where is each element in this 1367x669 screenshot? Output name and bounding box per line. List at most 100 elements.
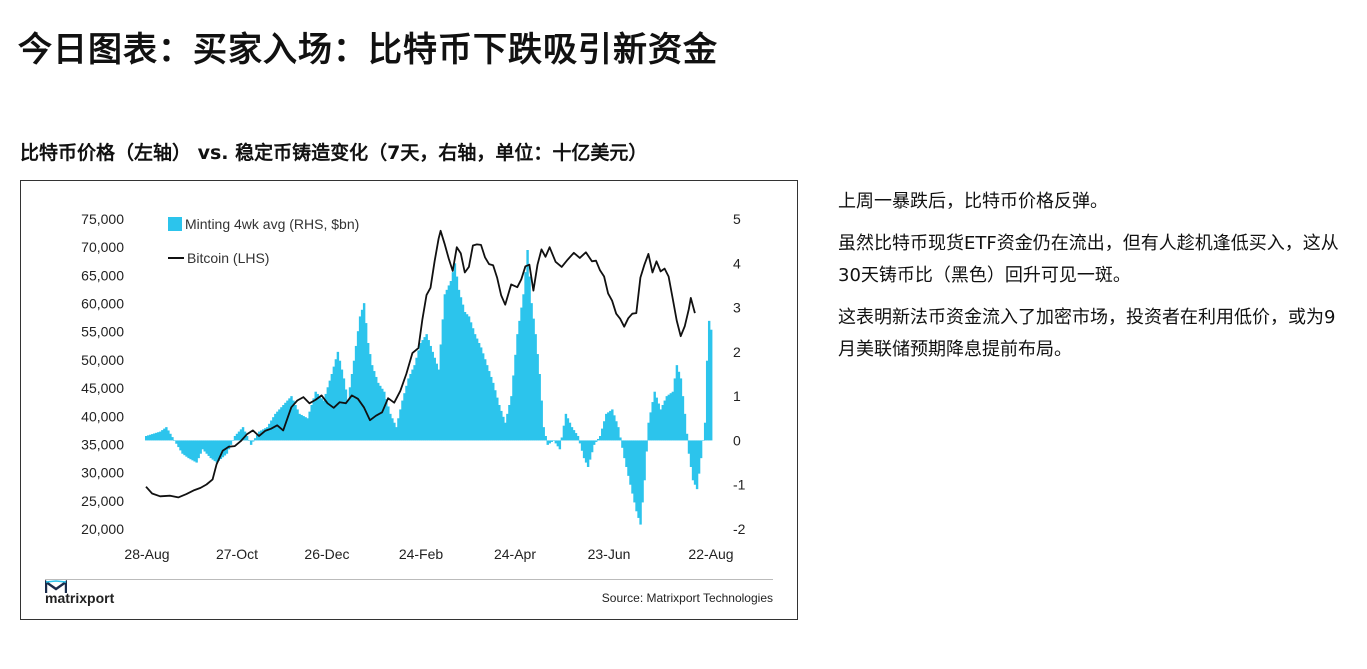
minting-bar (175, 440, 178, 444)
minting-bar (155, 432, 158, 441)
minting-bar (627, 440, 630, 476)
minting-bar (320, 398, 323, 441)
chart-footer: matrixport Source: Matrixport Technologi… (45, 579, 773, 616)
minting-bar (389, 413, 392, 441)
minting-bar (328, 380, 332, 441)
minting-bar (558, 440, 562, 450)
minting-bar (572, 430, 576, 441)
minting-bar (709, 329, 713, 441)
minting-bar (639, 440, 642, 525)
minting-bar (697, 440, 701, 474)
minting-bar (552, 440, 556, 441)
minting-bar (667, 394, 671, 441)
minting-bar (241, 427, 245, 441)
minting-bar (217, 440, 221, 461)
minting-bar (502, 416, 505, 441)
minting-bar (427, 340, 430, 441)
minting-bar (193, 440, 196, 462)
brand-name: matrixport (45, 590, 115, 606)
minting-bar (590, 440, 594, 453)
left-tick-label: 75,000 (81, 211, 124, 227)
minting-bar (588, 440, 592, 460)
minting-bar (496, 397, 499, 441)
minting-bar (609, 410, 612, 441)
minting-bar (229, 440, 233, 445)
minting-bar (447, 285, 451, 441)
minting-bar (316, 393, 319, 441)
minting-bar (522, 294, 525, 441)
minting-bar (512, 375, 515, 441)
minting-bar (506, 413, 509, 441)
minting-bar (362, 303, 366, 441)
page-title: 今日图表：买家入场：比特币下跌吸引新资金 (18, 30, 718, 70)
minting-bar (304, 417, 307, 441)
minting-bar (356, 331, 360, 441)
minting-bar (477, 343, 481, 441)
left-tick-label: 40,000 (81, 408, 124, 424)
minting-bar (417, 350, 420, 441)
minting-bar (344, 389, 348, 441)
minting-bar (405, 385, 408, 441)
x-tick-label: 28-Aug (124, 546, 169, 562)
minting-bar (483, 359, 487, 441)
minting-bar (490, 376, 493, 441)
left-tick-label: 20,000 (81, 521, 124, 537)
minting-bar (514, 354, 517, 441)
minting-bar (306, 418, 309, 441)
minting-bar (564, 413, 568, 441)
minting-bar (621, 440, 624, 448)
minting-bar (215, 440, 219, 463)
minting-bar (401, 400, 404, 441)
minting-bar (233, 436, 237, 441)
minting-bar (635, 440, 638, 512)
left-tick-label: 60,000 (81, 296, 124, 312)
minting-bar (625, 440, 628, 467)
minting-bar (302, 416, 305, 441)
minting-bar (445, 289, 449, 441)
x-tick-label: 24-Apr (494, 546, 536, 562)
minting-bar (580, 440, 584, 451)
minting-bar (387, 406, 390, 441)
right-tick-label: 2 (733, 344, 741, 360)
minting-bar (399, 409, 402, 441)
minting-bar (599, 436, 602, 441)
minting-bar (657, 403, 660, 441)
minting-bar (340, 369, 344, 441)
minting-bar (611, 409, 614, 441)
minting-bar (578, 440, 582, 444)
minting-bar (159, 431, 162, 441)
minting-bar (542, 427, 545, 441)
minting-bar (498, 405, 501, 441)
minting-bar (294, 405, 297, 441)
minting-bar (607, 412, 610, 441)
minting-bar (165, 427, 168, 441)
minting-bar (189, 440, 192, 460)
x-tick-label: 27-Oct (216, 546, 258, 562)
minting-bar (346, 400, 350, 441)
minting-bar (530, 303, 533, 441)
minting-bar (584, 440, 588, 463)
minting-bar (415, 357, 418, 441)
minting-bar (364, 323, 368, 441)
minting-bar (407, 378, 410, 441)
matrixport-logo-icon (45, 580, 67, 593)
bitcoin-line (145, 229, 696, 499)
minting-bar (253, 438, 257, 441)
minting-bar (187, 440, 190, 459)
minting-bar (201, 440, 204, 450)
minting-bar (411, 369, 414, 441)
minting-bar (467, 316, 471, 441)
minting-bar (207, 440, 210, 456)
minting-bar (334, 359, 338, 441)
minting-bar (195, 440, 198, 463)
minting-bar (409, 374, 412, 441)
minting-bar (282, 405, 285, 441)
minting-bar (601, 428, 604, 441)
minting-bar (312, 398, 315, 441)
minting-bar (576, 436, 580, 441)
minting-bar (255, 434, 259, 441)
minting-bar (617, 427, 620, 441)
legend-label-bitcoin: Bitcoin (LHS) (187, 250, 269, 266)
minting-bar (239, 429, 243, 441)
minting-bar (377, 382, 380, 441)
